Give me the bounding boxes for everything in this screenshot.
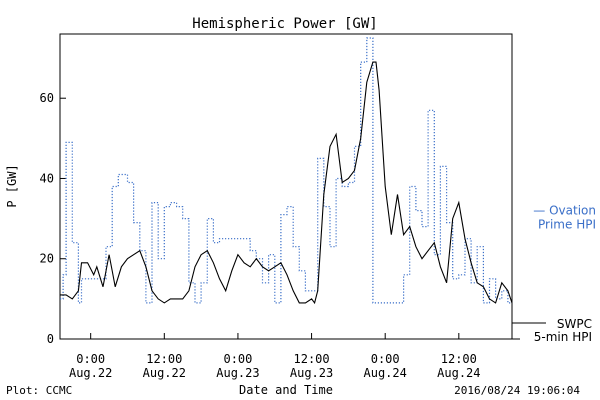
x-axis-label: Date and Time [239, 383, 333, 397]
chart-title: Hemispheric Power [GW] [192, 16, 377, 32]
x-tick-time-label: 12:00 [146, 352, 182, 366]
x-tick-date-label: Aug.24 [437, 366, 480, 380]
x-tick-date-label: Aug.23 [216, 366, 259, 380]
x-tick-date-label: Aug.22 [143, 366, 186, 380]
x-axis: 0:00Aug.2212:00Aug.220:00Aug.2312:00Aug.… [69, 333, 481, 380]
y-axis-label: P [GW] [5, 164, 19, 207]
x-tick-time-label: 0:00 [223, 352, 252, 366]
x-tick-time-label: 12:00 [441, 352, 477, 366]
y-tick-label: 0 [47, 332, 54, 346]
series-ovation-prime-line [60, 37, 512, 304]
x-tick-date-label: Aug.22 [69, 366, 112, 380]
footer-right: 2016/08/24 19:06:04 [454, 384, 580, 397]
series-layer [60, 37, 513, 305]
legend-ovation-label: Prime HPI [538, 218, 596, 232]
footer-left: Plot: CCMC [6, 384, 72, 397]
legend-swpc-label: 5-min HPI [534, 330, 592, 344]
y-tick-label: 40 [40, 171, 54, 185]
y-axis: 0 20 40 60 [40, 91, 66, 346]
legend-swpc-label: SWPC [557, 317, 592, 331]
x-tick-time-label: 0:00 [371, 352, 400, 366]
x-tick-time-label: 12:00 [294, 352, 330, 366]
y-tick-label: 60 [40, 91, 54, 105]
x-tick-date-label: Aug.24 [364, 366, 407, 380]
x-tick-time-label: 0:00 [76, 352, 105, 366]
x-tick-date-label: Aug.23 [290, 366, 333, 380]
y-tick-label: 20 [40, 252, 54, 266]
legend-ovation-label: — Ovation [533, 204, 596, 218]
series-swpc-line [60, 61, 513, 305]
plot-frame [59, 33, 513, 340]
